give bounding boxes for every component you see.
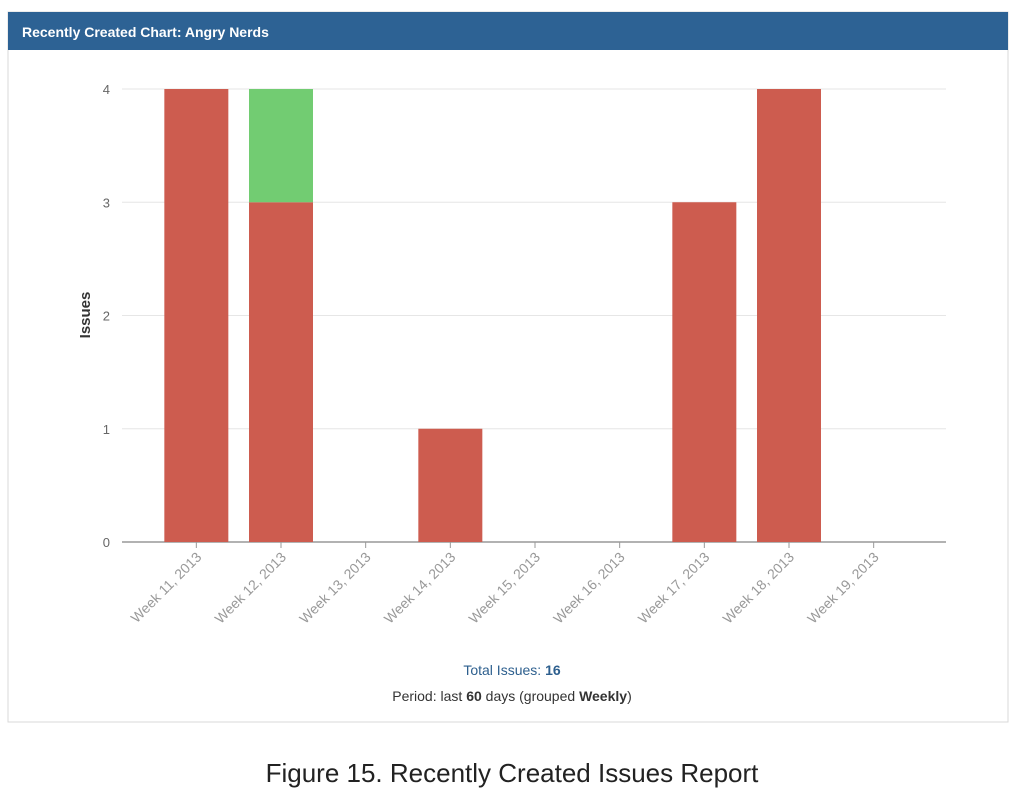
period: Period: last 60 days (grouped Weekly) bbox=[392, 688, 631, 704]
y-axis-label: Issues bbox=[77, 292, 94, 339]
period-middle: days (grouped bbox=[486, 688, 576, 704]
bar bbox=[249, 89, 313, 203]
panel-header bbox=[8, 12, 1008, 50]
period-days: 60 bbox=[466, 688, 482, 704]
y-tick-label: 3 bbox=[103, 195, 110, 210]
panel bbox=[7, 11, 1009, 723]
panel-title: Recently Created Chart: Angry Nerds bbox=[22, 24, 269, 40]
bar bbox=[164, 89, 229, 542]
bar bbox=[418, 428, 483, 542]
y-tick-label: 4 bbox=[103, 82, 110, 97]
bar bbox=[757, 89, 821, 542]
period-prefix: Period: last bbox=[392, 688, 462, 704]
bar bbox=[249, 202, 313, 542]
y-tick-label: 1 bbox=[103, 422, 110, 437]
total-issues: Total Issues: 16 bbox=[463, 662, 561, 678]
y-tick-label: 2 bbox=[103, 309, 110, 324]
period-group: Weekly bbox=[579, 688, 627, 704]
bar bbox=[672, 202, 737, 542]
period-suffix: ) bbox=[627, 688, 632, 704]
y-tick-label: 0 bbox=[103, 535, 110, 550]
caption: Figure 15. Recently Created Issues Repor… bbox=[266, 758, 760, 788]
total-label: Total Issues: bbox=[463, 662, 541, 678]
total-value: 16 bbox=[545, 662, 561, 678]
